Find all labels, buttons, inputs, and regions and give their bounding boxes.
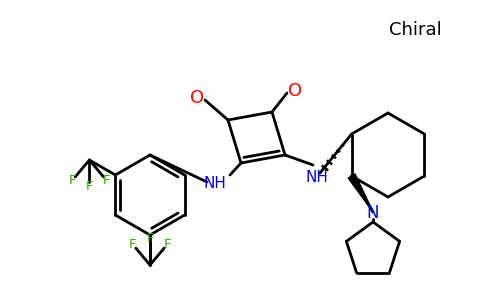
Text: Chiral: Chiral (389, 21, 441, 39)
Text: F: F (68, 174, 76, 187)
Text: NH: NH (204, 176, 227, 190)
Text: F: F (146, 232, 154, 244)
Text: N: N (367, 204, 379, 222)
Text: F: F (103, 174, 110, 187)
Text: O: O (288, 82, 302, 100)
Polygon shape (348, 174, 373, 212)
Text: O: O (190, 89, 204, 107)
Text: F: F (129, 238, 136, 251)
Text: F: F (86, 181, 93, 194)
Text: NH: NH (305, 170, 329, 185)
Text: F: F (164, 238, 171, 251)
